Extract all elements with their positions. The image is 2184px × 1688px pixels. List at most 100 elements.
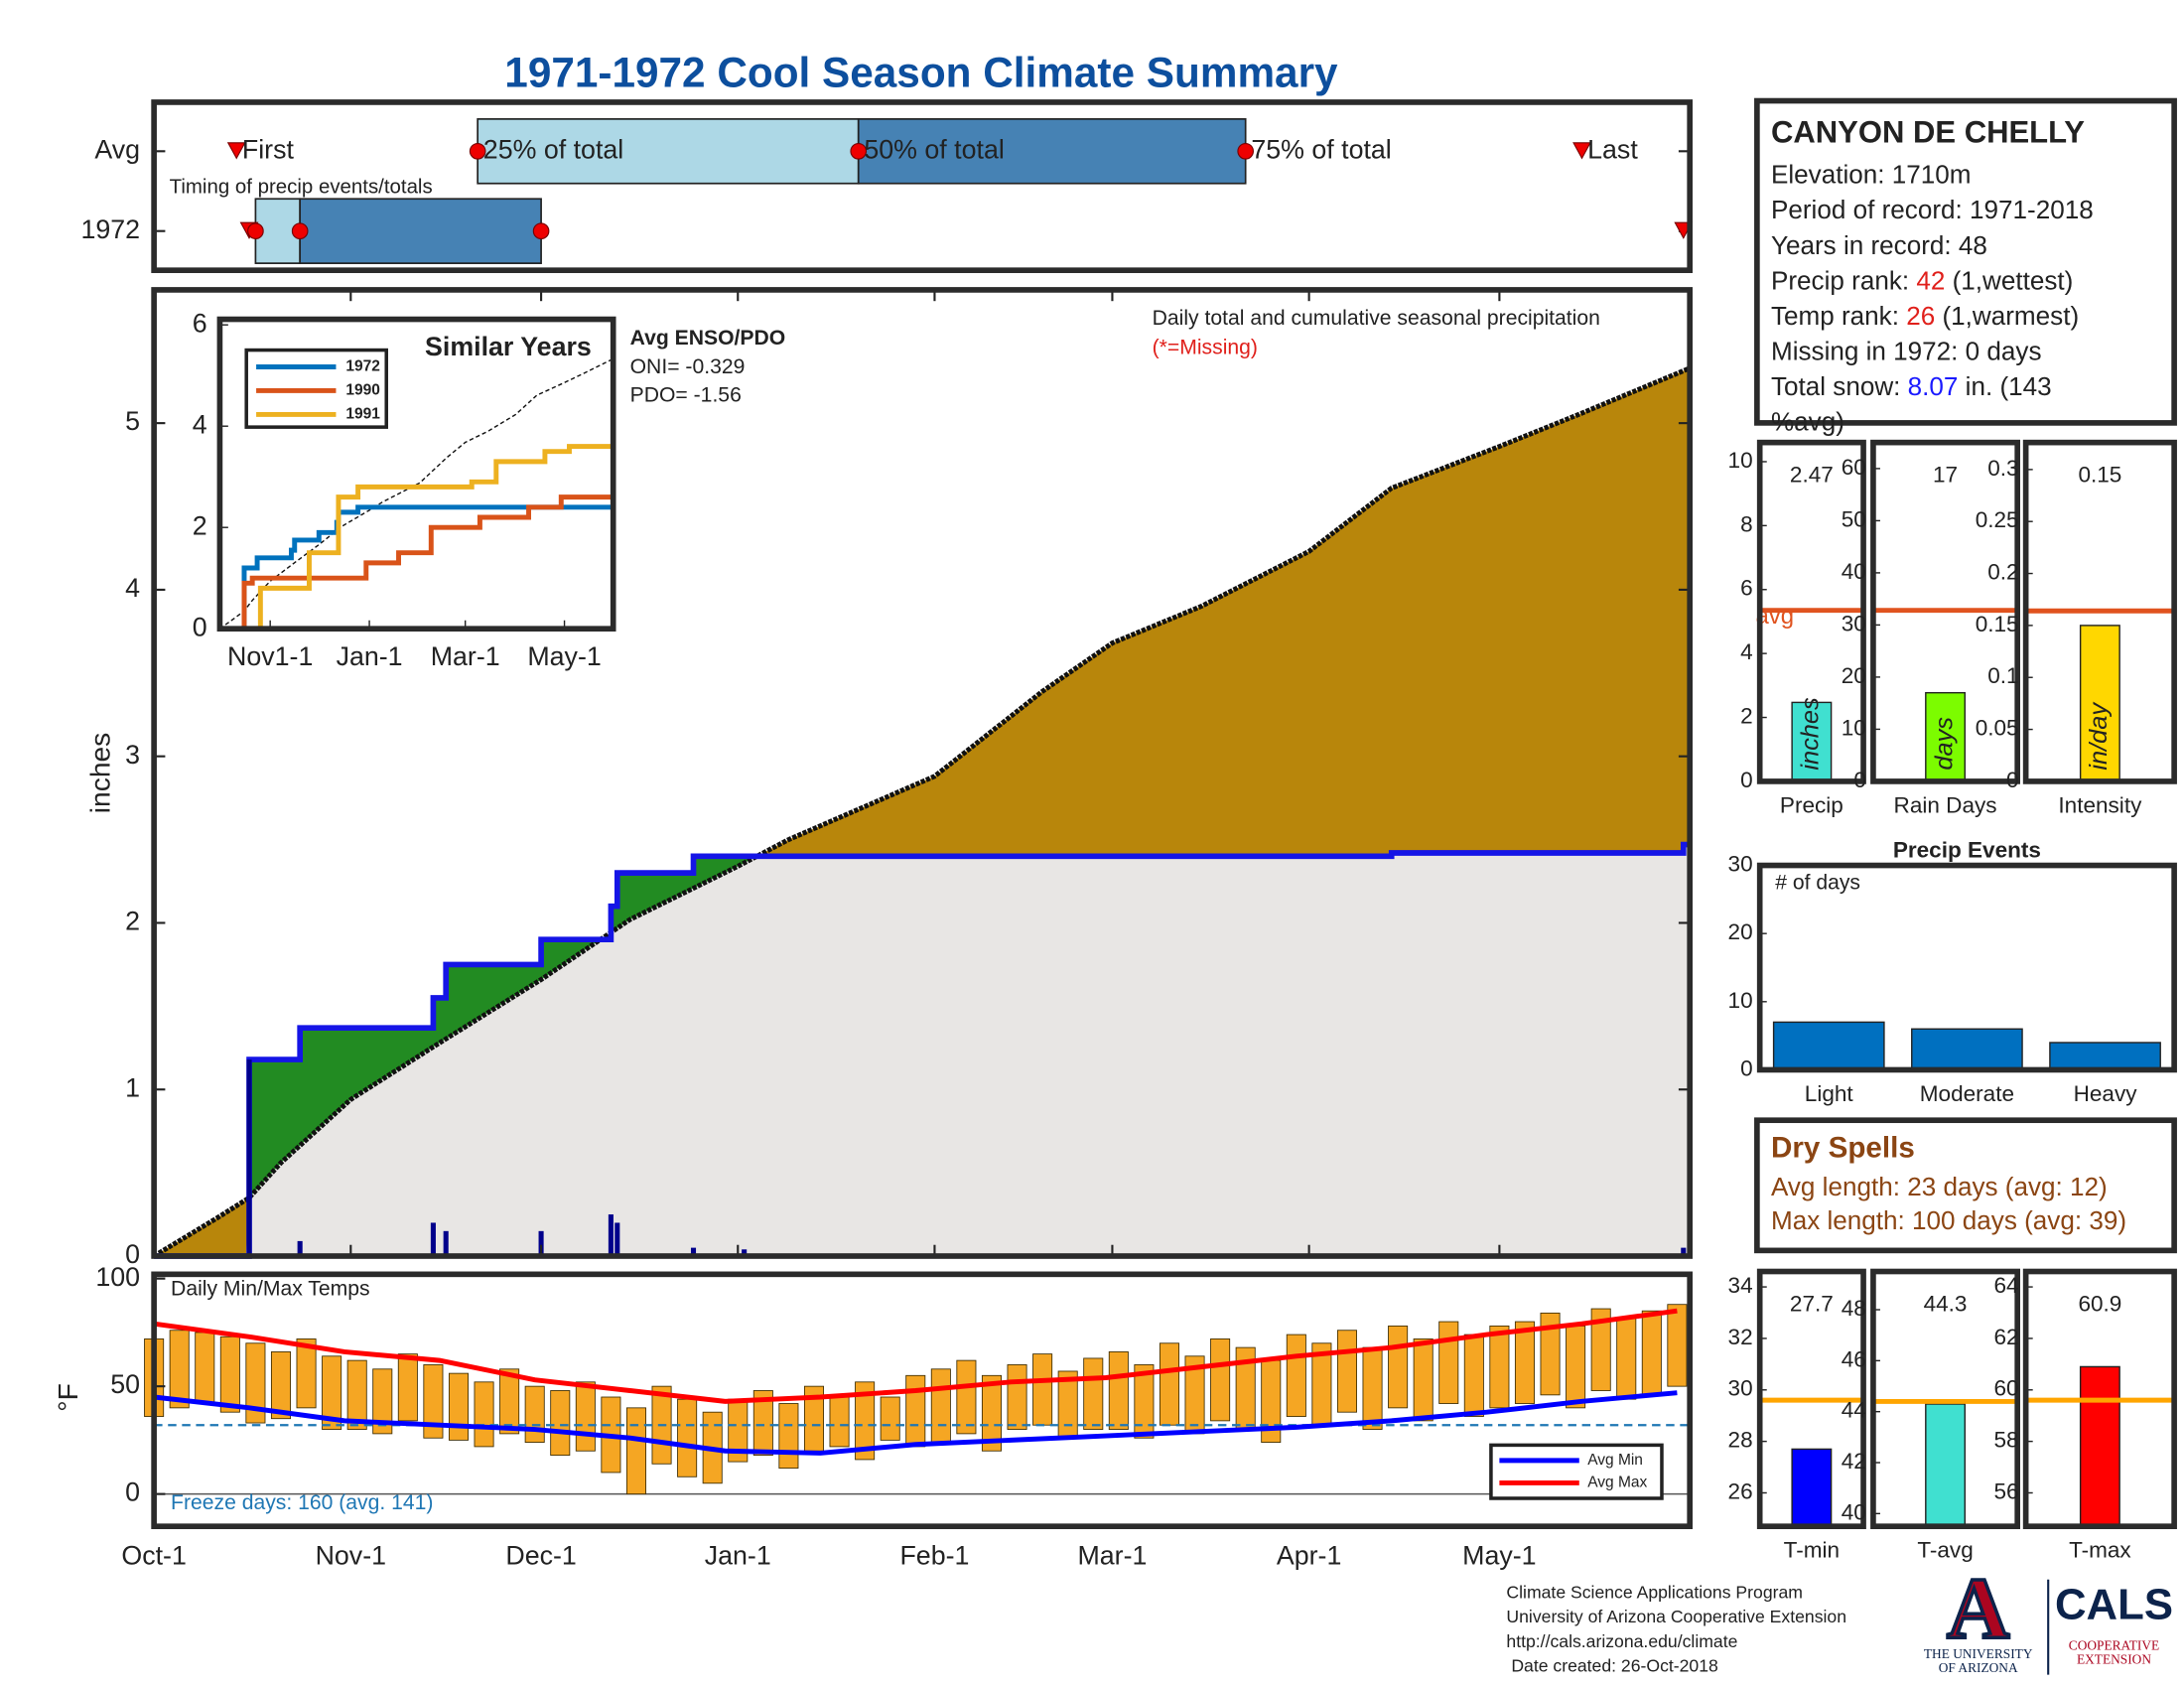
event-marker — [226, 142, 246, 160]
station-line-part: in. (143 — [1958, 371, 2051, 401]
temp-range-bar — [575, 1381, 596, 1452]
logo-extension: EXTENSION — [2077, 1652, 2151, 1667]
panel-y-tick-label: 2 — [1740, 703, 1753, 728]
x-tick-label: Apr-1 — [1277, 1540, 1342, 1570]
footer-line: Climate Science Applications Program — [1506, 1583, 1803, 1603]
inset-y-tick-label: 6 — [193, 308, 207, 338]
panel-frame — [1870, 1268, 2021, 1530]
station-line-part: 42 — [1916, 265, 1945, 295]
temp-y-tick-label: 100 — [95, 1262, 140, 1292]
temp-range-bar — [448, 1372, 469, 1441]
station-line-part: (1,warmest) — [1935, 301, 2079, 331]
bar — [2079, 625, 2120, 782]
row-label: Avg — [94, 134, 140, 164]
daily-precip-bar — [1681, 1247, 1687, 1257]
temp-range-bar — [423, 1364, 444, 1439]
x-tick-label: Jan-1 — [705, 1540, 771, 1570]
category-label: T-max — [2069, 1538, 2131, 1563]
temp-range-bar — [1667, 1304, 1688, 1387]
temp-range-bar — [372, 1368, 393, 1435]
footer-line: Date created: 26-Oct-2018 — [1506, 1656, 1718, 1676]
daily-precip-bar — [690, 1247, 697, 1257]
daily-precip-bar — [297, 1240, 303, 1257]
similar-year-line — [219, 482, 616, 632]
avg-cumulative-line — [152, 365, 1692, 1259]
panel-y-tick-label: 30 — [1728, 1376, 1753, 1401]
missing-note: (*=Missing) — [1153, 337, 1258, 359]
temp-range-bar — [829, 1394, 850, 1448]
bar — [1772, 1021, 1885, 1071]
bar — [1925, 691, 1967, 782]
value-label: 17 — [1933, 462, 1958, 487]
chart-title: Daily total and cumulative seasonal prec… — [1153, 307, 1600, 330]
timing-frame — [151, 99, 1693, 274]
panel-y-tick-label: 62 — [1993, 1325, 2018, 1349]
station-line-part: Precip rank: — [1771, 265, 1916, 295]
temp-range-bar — [1641, 1310, 1662, 1396]
panel-y-tick-label: 58 — [1993, 1428, 2018, 1453]
daily-precip-bar — [538, 1230, 544, 1257]
value-label: 44.3 — [1924, 1291, 1968, 1316]
panel-frame — [1756, 862, 2177, 1073]
value-label: 27.7 — [1790, 1291, 1834, 1316]
bar — [1791, 701, 1833, 782]
temp-range-bar — [956, 1359, 977, 1435]
panel-y-tick-label: 20 — [1728, 919, 1753, 944]
dry-spells-line: Avg length: 23 days (avg: 12) — [1771, 1172, 2108, 1201]
temp-range-bar — [270, 1351, 291, 1420]
panel-y-tick-label: 0.25 — [1976, 507, 2019, 532]
temp-range-bar — [625, 1407, 646, 1495]
temp-range-bar — [930, 1368, 951, 1443]
station-line-part: %avg) — [1771, 406, 1844, 436]
temp-range-bar — [296, 1338, 317, 1409]
panel-y-tick-label: 10 — [1728, 448, 1753, 473]
temp-range-bar — [1083, 1357, 1104, 1430]
category-label: Precip — [1780, 792, 1843, 817]
panel-y-tick-label: 60 — [1993, 1376, 2018, 1401]
station-line-part: Years in record: 48 — [1771, 230, 1987, 260]
station-line-part: 26 — [1906, 301, 1935, 331]
temp-range-bar — [1286, 1334, 1306, 1417]
x-tick-label: Nov-1 — [316, 1540, 386, 1570]
legend-label: Avg Min — [1587, 1452, 1643, 1469]
panel-y-tick-label: 0.05 — [1976, 716, 2019, 741]
total-marker — [291, 222, 309, 240]
timing-label: Last — [1587, 134, 1638, 164]
bar — [2079, 1365, 2120, 1527]
temp-frame — [151, 1271, 1693, 1530]
total-marker — [532, 222, 550, 240]
station-line: Temp rank: 26 (1,warmest) — [1771, 301, 2079, 331]
station-line: Elevation: 1710m — [1771, 160, 1972, 190]
temp-range-bar — [524, 1385, 545, 1443]
panel-y-tick-label: 40 — [1842, 559, 1866, 584]
y-tick-label: 5 — [125, 406, 140, 436]
panel-y-tick-label: 8 — [1740, 511, 1753, 536]
daily-precip-bar — [443, 1230, 449, 1257]
daily-precip-bar — [608, 1214, 614, 1257]
inset-frame — [216, 316, 616, 633]
footer-line: http://cals.arizona.edu/climate — [1506, 1631, 1737, 1651]
year-cumulative-line — [154, 841, 1691, 1259]
panel-y-tick-label: 10 — [1842, 715, 1866, 740]
dry-spells-box — [1754, 1117, 2177, 1254]
daily-precip-bar — [614, 1222, 620, 1257]
temp-range-bar — [1388, 1325, 1409, 1409]
station-line: Total snow: 8.07 in. (143 — [1771, 371, 2052, 401]
value-label: 60.9 — [2078, 1291, 2121, 1316]
station-line-part: Period of record: 1971-2018 — [1771, 195, 2094, 224]
station-line-part: 8.07 — [1908, 371, 1959, 401]
freeze-note: Freeze days: 160 (avg. 141) — [171, 1491, 433, 1514]
panel-frame — [1756, 1268, 1866, 1530]
category-label: Intensity — [2058, 792, 2142, 817]
timing-label: 75% of total — [1251, 134, 1391, 164]
unit-label: in/day — [2085, 702, 2113, 771]
logo-university: THE UNIVERSITY — [1924, 1646, 2033, 1661]
daily-precip-bar — [430, 1222, 436, 1257]
temp-range-bar — [499, 1368, 520, 1435]
y-tick-label: 0 — [125, 1239, 140, 1269]
temp-range-bar — [1540, 1312, 1561, 1396]
category-label: Heavy — [2074, 1081, 2138, 1106]
temp-range-bar — [1566, 1325, 1586, 1409]
row-label: 1972 — [80, 214, 140, 244]
